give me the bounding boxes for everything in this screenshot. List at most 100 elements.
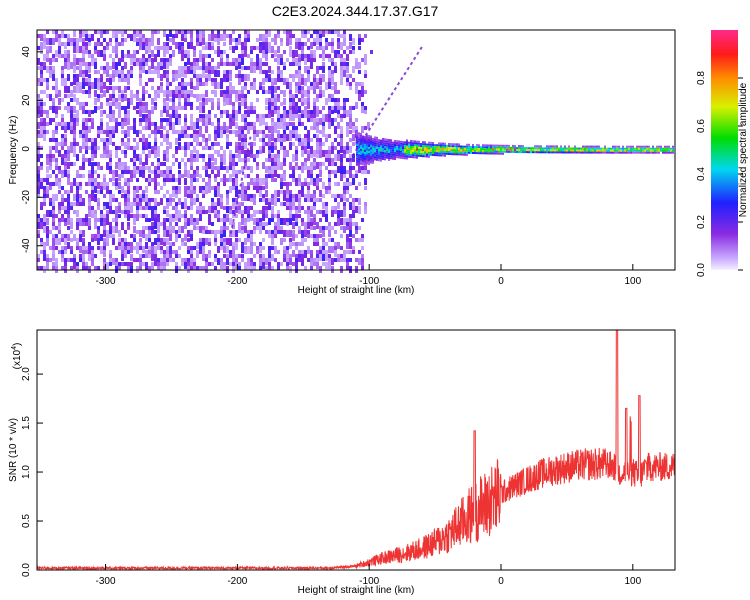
heatmap-cell (319, 170, 322, 177)
heatmap-cell (202, 158, 205, 162)
heatmap-cell (37, 142, 40, 149)
heatmap-cell (232, 154, 235, 161)
heatmap-cell (452, 151, 454, 154)
heatmap-cell (349, 146, 352, 153)
heatmap-cell (223, 94, 226, 98)
heatmap-cell (355, 258, 358, 262)
heatmap-cell (49, 162, 52, 166)
heatmap-cell (349, 202, 352, 206)
heatmap-cell (292, 106, 295, 110)
heatmap-cell (283, 122, 286, 126)
heatmap-cell (232, 186, 235, 190)
heatmap-cell (202, 30, 205, 34)
heatmap-cell (154, 198, 157, 202)
heatmap-cell (528, 147, 530, 150)
heatmap-cell (145, 62, 148, 66)
heatmap-cell (121, 118, 124, 125)
heatmap-cell (244, 210, 247, 214)
heatmap-cell (184, 234, 187, 241)
heatmap-cell (280, 178, 283, 182)
heatmap-cell (181, 242, 184, 246)
heatmap-cell (253, 142, 256, 146)
heatmap-cell (286, 250, 289, 257)
heatmap-cell (352, 126, 355, 133)
heatmap-cell (100, 42, 103, 46)
heatmap-cell (73, 130, 76, 137)
heatmap-cell (94, 186, 97, 193)
heatmap-cell (334, 170, 337, 177)
heatmap-cell (100, 122, 103, 126)
heatmap-cell (220, 226, 223, 230)
heatmap-cell (109, 66, 112, 70)
heatmap-cell (79, 38, 82, 42)
heatmap-cell (70, 142, 73, 146)
heatmap-cell (271, 246, 274, 250)
heatmap-cell (442, 150, 444, 153)
heatmap-cell (190, 122, 193, 126)
heatmap-cell (406, 151, 408, 154)
heatmap-cell (352, 134, 355, 141)
heatmap-cell (244, 138, 247, 142)
heatmap-cell (307, 218, 310, 222)
heatmap-cell (193, 66, 196, 73)
heatmap-cell (253, 46, 256, 50)
heatmap-cell (199, 38, 202, 42)
heatmap-cell (142, 206, 145, 210)
heatmap-cell (97, 82, 100, 86)
heatmap-cell (298, 230, 301, 234)
heatmap-cell (85, 146, 88, 153)
heatmap-cell (154, 90, 157, 94)
x-tick-label: -300 (96, 576, 116, 587)
heatmap-cell (592, 145, 594, 148)
heatmap-cell (40, 118, 43, 122)
heatmap-cell (490, 150, 492, 153)
heatmap-cell (343, 66, 346, 73)
heatmap-cell (247, 262, 250, 266)
heatmap-cell (151, 30, 154, 34)
heatmap-cell (386, 146, 388, 149)
heatmap-cell (584, 149, 586, 152)
heatmap-cell (43, 42, 46, 49)
heatmap-cell (271, 238, 274, 245)
heatmap-cell (331, 110, 334, 114)
heatmap-cell (52, 214, 55, 221)
heatmap-cell (268, 126, 271, 133)
heatmap-cell (307, 234, 310, 238)
heatmap-cell (295, 94, 298, 98)
heatmap-cell (55, 34, 58, 38)
heatmap-cell (466, 151, 468, 154)
heatmap-cell (244, 114, 247, 121)
heatmap-cell (142, 166, 145, 170)
heatmap-cell (548, 145, 550, 148)
heatmap-cell (358, 94, 361, 101)
heatmap-cell (280, 118, 283, 122)
heatmap-cell (277, 98, 280, 102)
heatmap-cell (301, 234, 304, 238)
heatmap-cell (67, 202, 70, 209)
heatmap-cell (298, 202, 301, 209)
heatmap-cell (390, 157, 392, 160)
heatmap-cell (448, 145, 450, 147)
heatmap-cell (268, 134, 271, 138)
heatmap-cell (556, 147, 558, 150)
heatmap-cell (408, 147, 410, 150)
heatmap-cell (139, 74, 142, 81)
heatmap-cell (55, 262, 58, 269)
heatmap-cell (181, 146, 184, 150)
heatmap-cell (199, 34, 202, 38)
heatmap-cell (103, 242, 106, 246)
heatmap-cell (178, 146, 181, 150)
heatmap-cell (160, 170, 163, 177)
heatmap-cell (340, 62, 343, 66)
heatmap-cell (337, 142, 340, 146)
heatmap-cell (406, 145, 408, 148)
heatmap-cell (596, 149, 598, 152)
heatmap-cell (127, 98, 130, 105)
heatmap-cell (660, 147, 662, 150)
heatmap-cell (588, 145, 590, 148)
heatmap-cell (229, 74, 232, 81)
heatmap-cell (46, 50, 49, 54)
svg-text:(x104): (x104) (11, 343, 23, 370)
heatmap-cell (301, 146, 304, 150)
heatmap-cell (181, 174, 184, 178)
